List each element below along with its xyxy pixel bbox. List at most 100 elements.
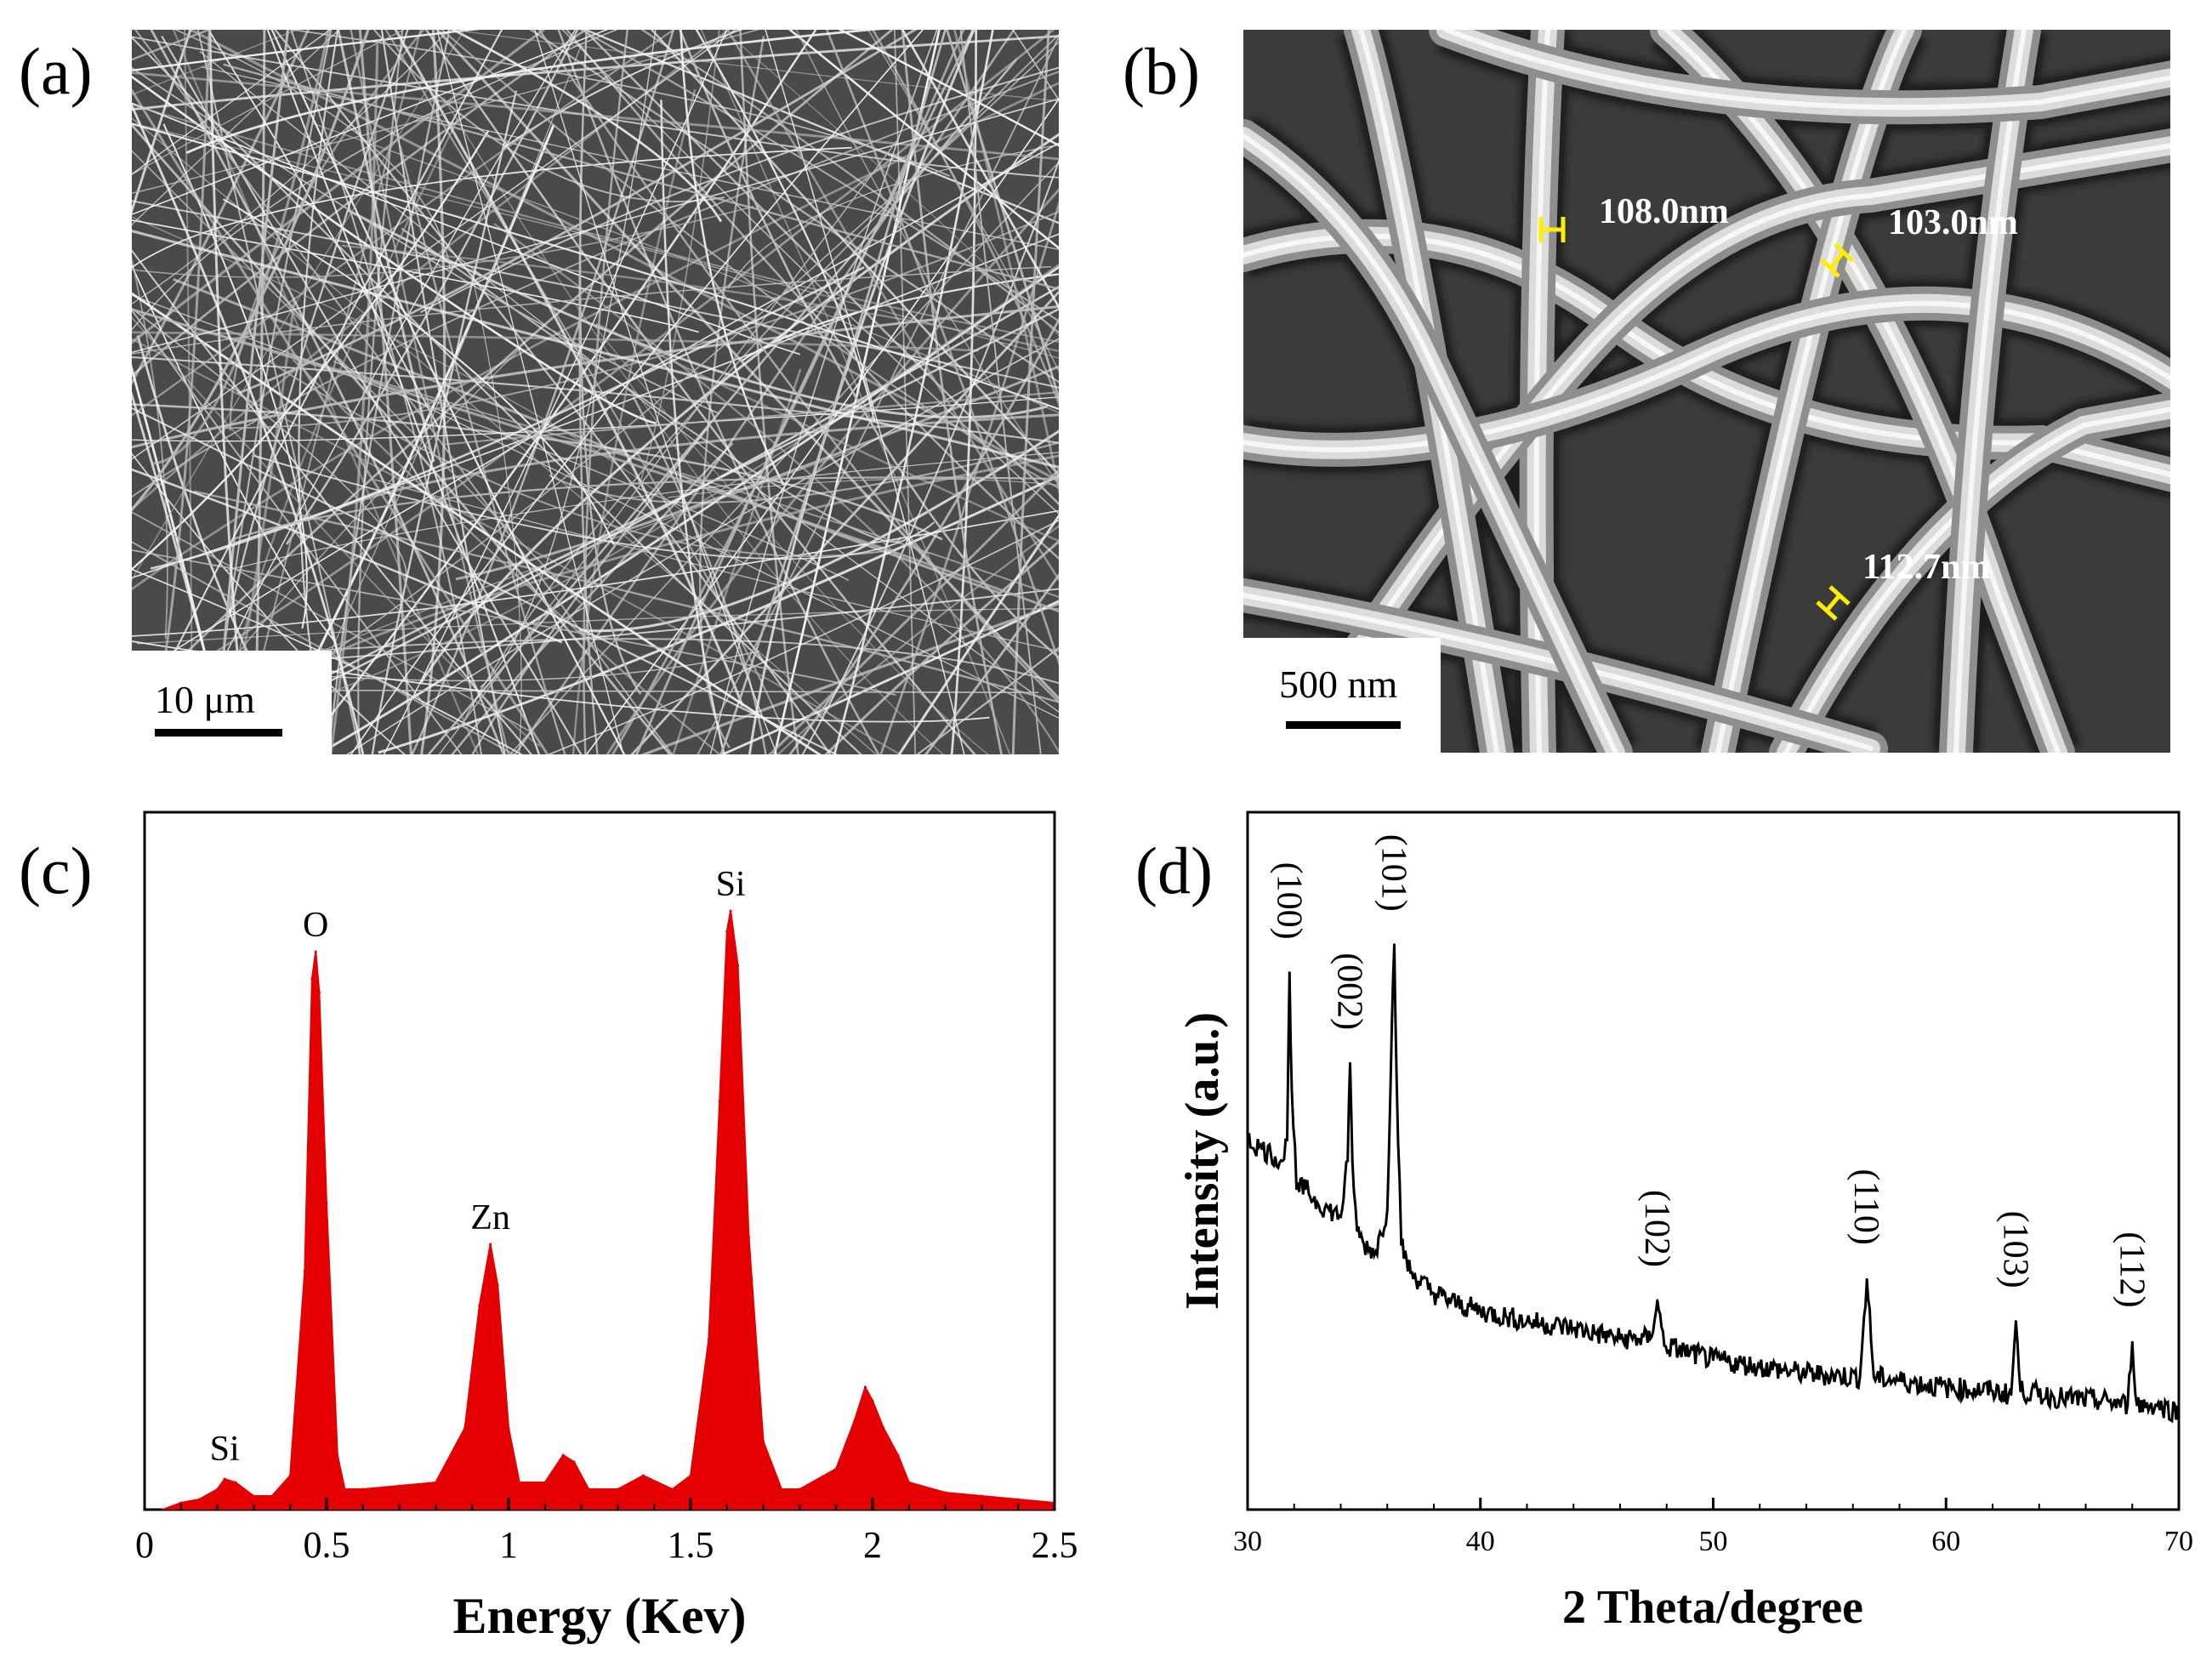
fiber-strand bbox=[132, 122, 1059, 411]
eds-data-point bbox=[161, 1508, 164, 1510]
fiber-strand bbox=[611, 30, 965, 754]
xrd-data-point bbox=[1356, 1229, 1359, 1232]
fiber-strand bbox=[585, 98, 1059, 754]
fiber-strand bbox=[668, 478, 1059, 498]
xrd-peak-label: (110) bbox=[1846, 1169, 1885, 1244]
eds-data-point bbox=[361, 1487, 365, 1491]
fiber-strand bbox=[579, 30, 1059, 322]
xrd-data-point bbox=[1281, 1159, 1284, 1163]
xrd-trace bbox=[1248, 944, 2179, 1424]
fiber-edge-glow bbox=[1783, 407, 2170, 753]
fiber-strand bbox=[196, 30, 361, 754]
fiber-strand bbox=[371, 90, 518, 754]
fiber-strand bbox=[640, 602, 1059, 754]
fiber-strand bbox=[450, 30, 723, 223]
eds-data-point bbox=[179, 1501, 183, 1505]
scale-bar-box-b bbox=[1243, 638, 1441, 753]
fiber-strand bbox=[148, 30, 211, 748]
fiber-strand bbox=[765, 30, 965, 754]
fiber-strand bbox=[132, 98, 1059, 354]
fiber-strand bbox=[132, 30, 503, 739]
fiber-strand bbox=[329, 44, 379, 754]
xrd-data-point bbox=[1618, 1337, 1622, 1340]
eds-data-point bbox=[707, 1338, 710, 1341]
xrd-data-point bbox=[1400, 1243, 1403, 1246]
eds-data-point bbox=[944, 1491, 947, 1494]
panel-c: (c) 0 0.5 1 1.5 2 2.5 Si O Zn Si Energy (Kev) bbox=[19, 811, 1078, 1644]
eds-data-point bbox=[587, 1487, 590, 1491]
xrd-x-axis: 30 40 50 60 70 bbox=[1233, 1498, 2193, 1557]
xrd-y-axis-title: Intensity (a.u.) bbox=[1176, 1012, 1229, 1310]
eds-data-point bbox=[310, 977, 314, 981]
fiber-strand bbox=[529, 30, 1059, 384]
eds-data-point bbox=[336, 1453, 339, 1457]
fiber-strand bbox=[451, 442, 734, 754]
eds-data-point bbox=[780, 1487, 783, 1491]
panel-b-label: (b) bbox=[1123, 34, 1200, 108]
fiber-strand bbox=[132, 305, 1059, 449]
fiber-strand bbox=[253, 30, 266, 754]
xrd-data-point bbox=[1248, 1138, 1249, 1141]
xrd-data-point bbox=[1385, 1208, 1389, 1211]
fiber-strand bbox=[132, 338, 902, 754]
eds-peak-label: O bbox=[303, 906, 328, 945]
fiber-strand bbox=[132, 292, 822, 754]
fiber-strand bbox=[1011, 30, 1050, 754]
eds-data-point bbox=[252, 1494, 255, 1498]
fiber-strand bbox=[445, 391, 1056, 446]
xrd-data-point bbox=[1390, 1020, 1394, 1023]
eds-data-point bbox=[223, 1477, 226, 1481]
xrd-x-tick-label: 60 bbox=[1931, 1526, 1960, 1557]
eds-peak-labels: Si O Zn Si bbox=[210, 865, 746, 1469]
xrd-data-point bbox=[1991, 1390, 1994, 1393]
xrd-peak-label: (101) bbox=[1374, 834, 1413, 912]
fiber-strand bbox=[719, 600, 1059, 754]
fiber-strand bbox=[132, 30, 465, 581]
fiber-strand bbox=[571, 88, 697, 754]
fiber-strand bbox=[493, 223, 1059, 754]
xrd-data-point bbox=[2154, 1403, 2158, 1407]
eds-x-tick-label: 0 bbox=[135, 1524, 154, 1566]
eds-data-point bbox=[288, 1474, 292, 1477]
xrd-data-point bbox=[2130, 1340, 2134, 1344]
eds-x-axis: 0 0.5 1 1.5 2 2.5 bbox=[135, 1498, 1078, 1566]
xrd-data-point bbox=[1348, 1061, 1351, 1065]
eds-data-point bbox=[641, 1474, 645, 1477]
fiber-strand bbox=[268, 361, 890, 557]
fiber-strand bbox=[132, 122, 1059, 359]
xrd-data-point bbox=[1663, 1344, 1666, 1347]
eds-data-point bbox=[216, 1487, 219, 1491]
fiber-strand bbox=[132, 36, 1059, 179]
eds-data-point bbox=[489, 1243, 492, 1246]
diameter-marker-3 bbox=[1816, 585, 1851, 621]
xrd-data-point bbox=[1316, 1201, 1319, 1204]
fiber-strand bbox=[595, 322, 1059, 543]
fiber-edge-glow bbox=[1443, 30, 2170, 111]
fiber-edge-glow bbox=[1715, 30, 1908, 753]
eds-data-point bbox=[325, 1202, 328, 1205]
fiber-strand bbox=[480, 30, 657, 688]
fiber-strand bbox=[726, 30, 1059, 582]
fiber-strand bbox=[679, 30, 1059, 659]
eds-data-point bbox=[507, 1426, 510, 1430]
xrd-data-point bbox=[2135, 1403, 2139, 1407]
fiber-strand bbox=[253, 454, 935, 560]
xrd-data-point bbox=[1362, 1243, 1366, 1246]
fiber-strand bbox=[292, 359, 721, 754]
xrd-data-point bbox=[1258, 1146, 1261, 1149]
fiber-strand bbox=[680, 30, 785, 486]
xrd-plot-frame bbox=[1246, 811, 2181, 1511]
fiber-strand bbox=[383, 30, 728, 754]
fiber-strand bbox=[132, 216, 740, 565]
fiber-strand bbox=[578, 429, 1059, 633]
fiber-strand bbox=[132, 200, 1059, 389]
fiber-strand bbox=[132, 88, 549, 754]
fiber-strand bbox=[150, 30, 505, 754]
fiber-strand bbox=[350, 30, 509, 754]
xrd-data-point bbox=[1395, 1076, 1398, 1079]
fiber-strand bbox=[950, 30, 978, 754]
xrd-x-axis-title: 2 Theta/degree bbox=[1562, 1581, 1863, 1634]
fiber-strand bbox=[209, 30, 333, 754]
fiber-strand bbox=[132, 36, 862, 754]
